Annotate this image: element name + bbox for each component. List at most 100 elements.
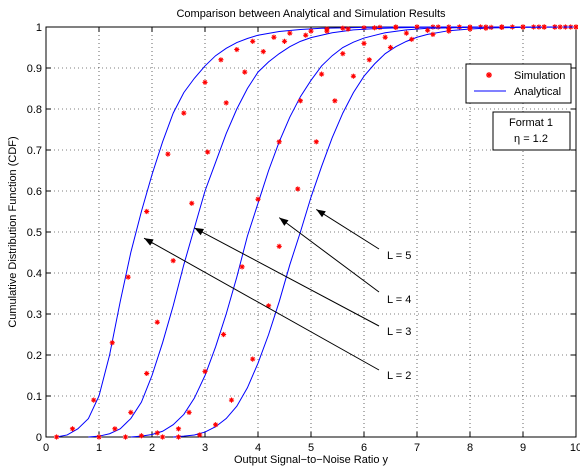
simulation-point <box>175 426 182 432</box>
y-tick-label: 0 <box>36 432 42 444</box>
simulation-point <box>91 397 97 403</box>
x-tick-label: 3 <box>202 442 208 454</box>
simulation-point <box>340 51 346 57</box>
simulation-point <box>54 434 60 440</box>
simulation-point <box>520 24 526 30</box>
simulation-point <box>435 24 441 30</box>
legend: Simulation Analytical <box>465 63 572 104</box>
x-tick-label: 2 <box>149 442 155 454</box>
simulation-point <box>128 409 134 415</box>
simulation-point <box>271 34 277 40</box>
simulation-point <box>138 433 144 439</box>
legend-label-analytical: Analytical <box>514 86 561 98</box>
annotation-arrow-line <box>278 217 380 293</box>
simulation-point <box>205 149 211 155</box>
simulation-point <box>361 25 367 31</box>
y-tick-label: 0.5 <box>27 227 42 239</box>
x-tick-label: 4 <box>255 442 261 454</box>
simulation-point <box>202 79 208 85</box>
annotation-label: L = 2 <box>387 370 411 382</box>
annotation-arrow-head <box>144 238 154 246</box>
simulation-point <box>295 186 301 192</box>
y-tick-label: 0.3 <box>27 309 42 321</box>
annotation-label: L = 5 <box>387 250 411 262</box>
info-box: Format 1 η = 1.2 <box>492 111 571 151</box>
series-group <box>160 24 578 440</box>
simulation-point <box>160 434 166 440</box>
simulation-point <box>332 98 338 104</box>
x-tick-label: 8 <box>467 442 473 454</box>
simulation-point <box>409 36 415 42</box>
simulation-point <box>276 139 282 145</box>
simulation-point <box>430 31 436 37</box>
simulation-point <box>308 28 314 34</box>
y-tick-label: 0.4 <box>27 268 42 280</box>
simulation-point <box>324 28 330 34</box>
simulation-point <box>266 303 272 309</box>
info-eta-label: η = 1.2 <box>514 133 548 145</box>
y-tick-label: 0.9 <box>27 63 42 75</box>
simulation-point <box>154 319 160 325</box>
simulation-point <box>242 69 248 75</box>
simulation-point <box>456 24 462 30</box>
simulation-point <box>186 409 192 415</box>
simulation-point <box>446 28 452 34</box>
x-tick-label: 9 <box>520 442 526 454</box>
simulation-point <box>96 434 102 440</box>
annotation-arrow-line <box>194 227 380 327</box>
simulation-point <box>483 25 489 31</box>
annotation-arrow-head <box>316 209 326 218</box>
simulation-point <box>109 340 115 346</box>
x-tick-label: 5 <box>308 442 314 454</box>
y-tick-label: 1 <box>36 22 42 34</box>
simulation-point <box>69 426 76 432</box>
simulation-point <box>345 26 351 32</box>
y-axis-label: Cumulative Distribution Function (CDF) <box>7 136 19 327</box>
analytical-line <box>88 26 576 438</box>
simulation-point <box>202 368 208 374</box>
simulation-point <box>281 38 288 44</box>
simulation-point <box>297 98 303 104</box>
simulation-point <box>213 422 219 428</box>
simulation-point <box>361 40 367 46</box>
simulation-point <box>557 24 563 30</box>
simulation-point <box>197 432 203 438</box>
simulation-point <box>154 430 160 436</box>
chart-title: Comparison between Analytical and Simula… <box>176 8 446 20</box>
x-tick-label: 10 <box>570 442 580 454</box>
simulation-point <box>125 274 131 280</box>
simulation-point <box>144 208 150 215</box>
simulation-point <box>313 139 319 145</box>
simulation-point <box>122 434 129 440</box>
annotation-arrow-line <box>316 209 380 250</box>
simulation-point <box>499 24 505 31</box>
simulation-point <box>175 434 182 440</box>
simulation-point <box>112 426 118 432</box>
simulation-point <box>181 110 187 116</box>
simulation-point <box>350 73 356 79</box>
legend-box <box>465 63 572 104</box>
y-tick-label: 0.8 <box>27 104 42 116</box>
simulation-point <box>165 151 171 157</box>
simulation-point <box>366 57 372 63</box>
y-tick-label: 0.2 <box>27 350 42 362</box>
y-tick-label: 0.6 <box>27 186 42 198</box>
x-tick-label: 6 <box>361 442 367 454</box>
simulation-point <box>509 24 515 30</box>
simulation-point <box>541 24 547 30</box>
info-format-label: Format 1 <box>509 117 553 129</box>
y-tick-label: 0.7 <box>27 145 42 157</box>
simulation-point <box>377 24 383 31</box>
simulation-point <box>393 24 399 31</box>
simulation-point <box>403 30 409 36</box>
annotation-arrow-head <box>194 227 204 236</box>
simulation-point <box>372 25 378 31</box>
simulation-point <box>260 49 266 55</box>
simulation-point <box>218 57 224 63</box>
simulation-point <box>425 27 431 33</box>
simulation-point <box>239 264 245 270</box>
legend-label-simulation: Simulation <box>514 70 565 82</box>
